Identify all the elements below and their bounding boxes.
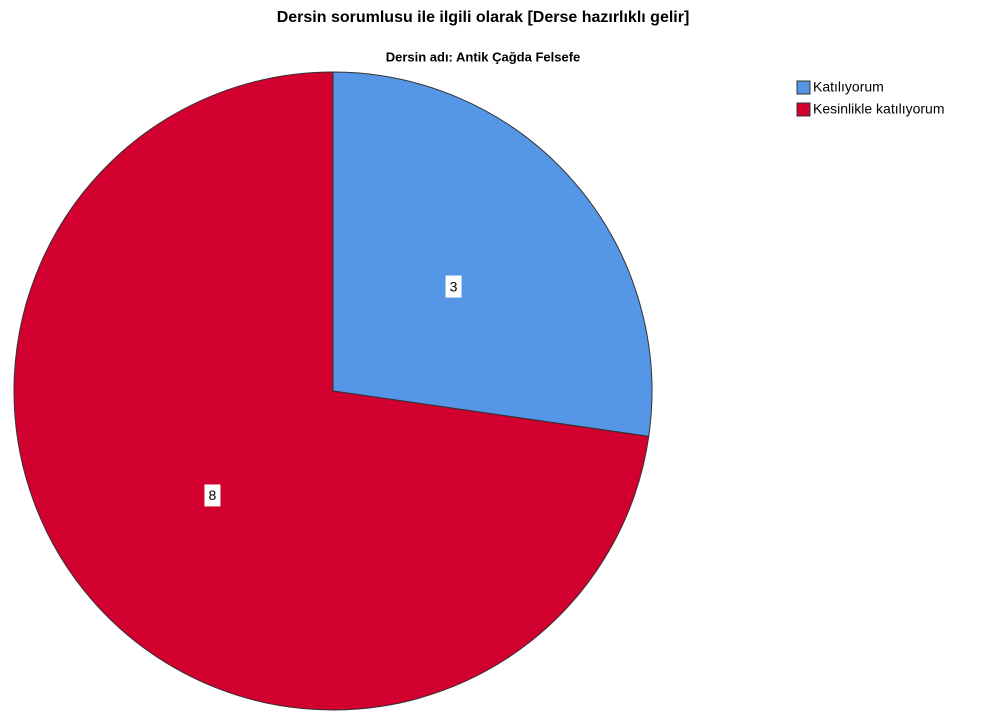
chart-title: Dersin sorumlusu ile ilgili olarak [Ders… (277, 9, 690, 26)
chart-subtitle: Dersin adı: Antik Çağda Felsefe (386, 49, 581, 64)
legend-label: Kesinlikle katılıyorum (813, 101, 945, 117)
data-label: 3 (450, 278, 458, 294)
pie-slice (332, 71, 653, 437)
data-label-box (204, 484, 221, 507)
data-label-box (445, 275, 462, 298)
pie-slice (13, 71, 650, 711)
legend-swatch (796, 80, 811, 95)
data-label: 8 (209, 487, 217, 503)
legend-swatch (796, 102, 811, 117)
legend-label: Katılıyorum (813, 79, 884, 95)
